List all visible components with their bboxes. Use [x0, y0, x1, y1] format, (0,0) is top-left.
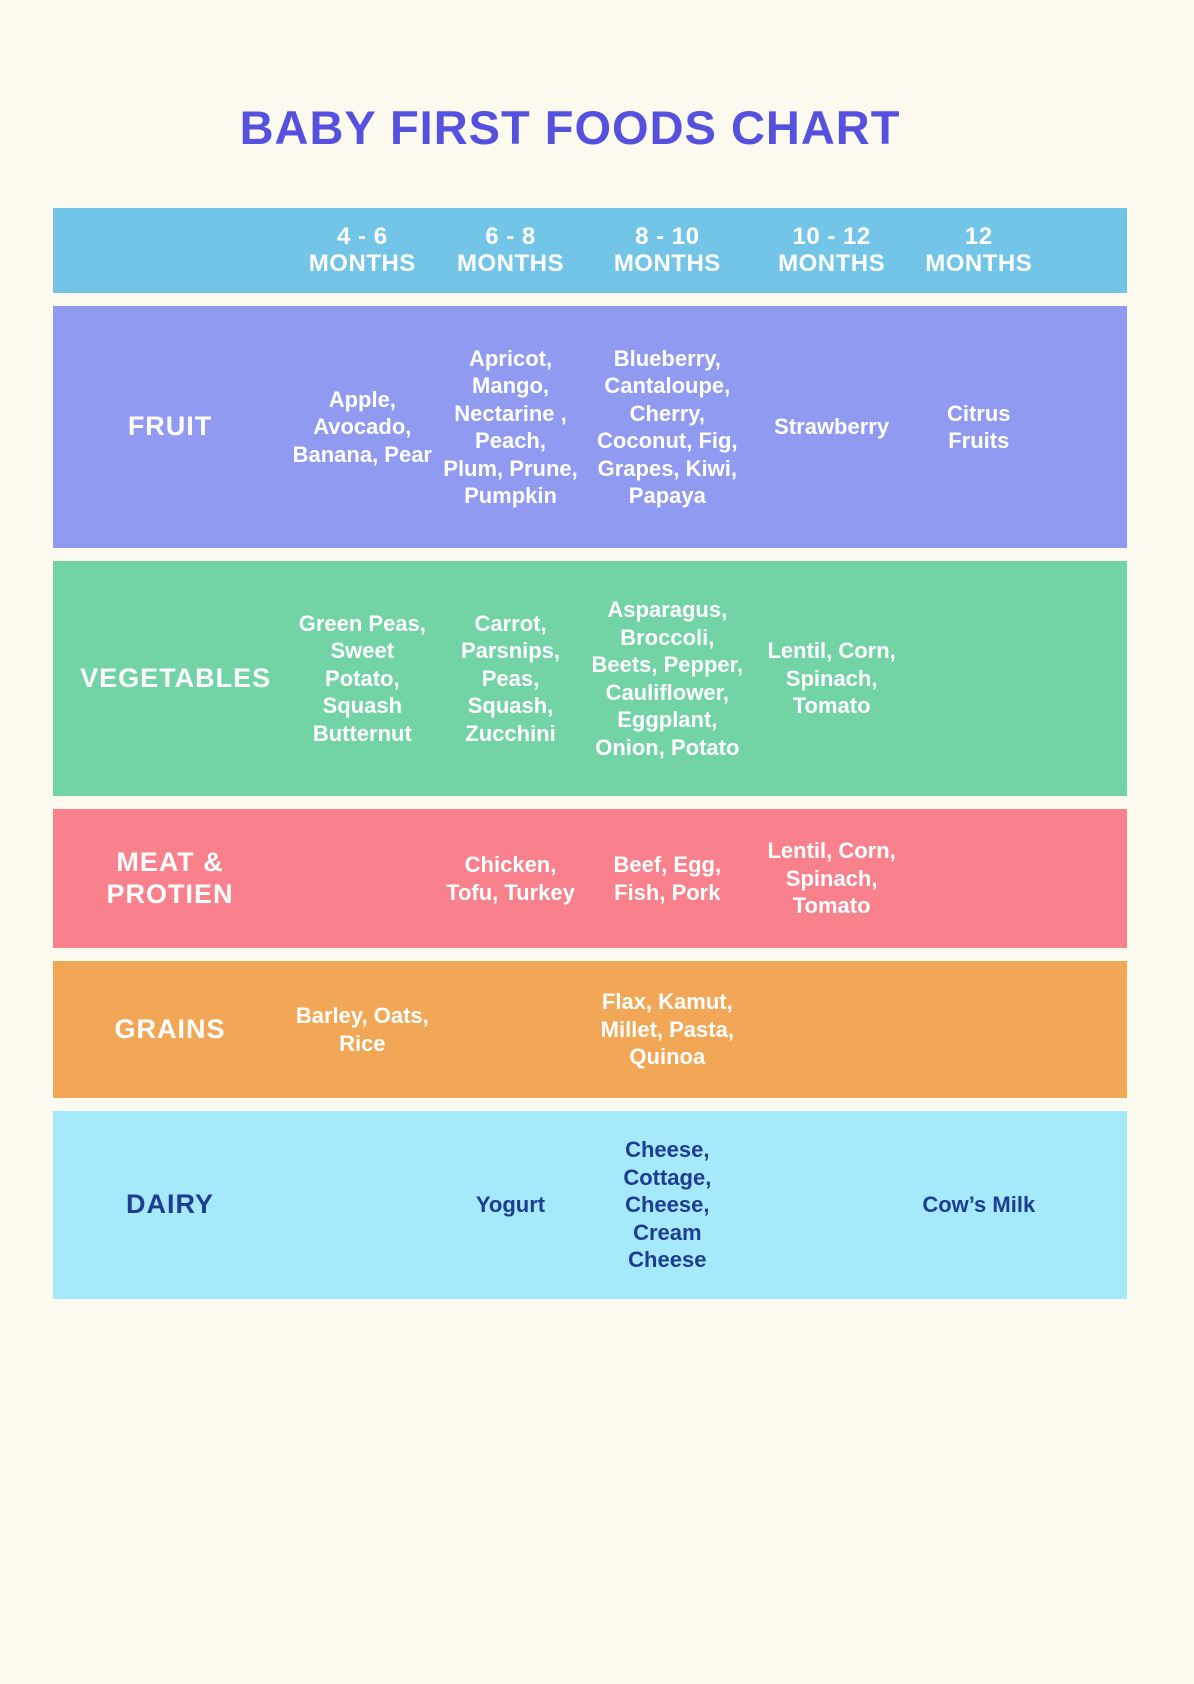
- column-range: 10 - 12: [792, 222, 871, 250]
- grains-6-8-cell: [437, 961, 583, 1098]
- vegetables-6-8-cell: Carrot, Parsnips, Peas, Squash, Zucchini: [460, 610, 561, 746]
- fruit-10-12-cell: Strawberry: [774, 414, 890, 440]
- grains-row: GRAINS Barley, Oats, Rice Flax, Kamut, M…: [53, 961, 1127, 1098]
- page-title: BABY FIRST FOODS CHART: [239, 101, 901, 154]
- header-spacer-cell: [53, 208, 287, 293]
- dairy-4-6-cell: [287, 1111, 437, 1299]
- dairy-row-label: DAIRY: [53, 1111, 287, 1299]
- vegetables-10-12-cell: Lentil, Corn, Spinach, Tomato: [767, 638, 896, 719]
- dairy-8-10-cell: Cheese, Cottage, Cheese, Cream Cheese: [623, 1137, 712, 1273]
- months-header-row: 4 - 6 MONTHS 6 - 8 MONTHS 8 - 10 MONTHS …: [53, 208, 1127, 293]
- meat-8-10-cell: Beef, Egg, Fish, Pork: [613, 852, 722, 905]
- column-unit: MONTHS: [457, 249, 565, 277]
- row-right-spacer: [1045, 1111, 1127, 1299]
- vegetables-12-cell: [912, 561, 1045, 796]
- column-unit: MONTHS: [925, 249, 1033, 277]
- row-label-text: GRAINS: [114, 1013, 226, 1044]
- grains-4-6-cell: Barley, Oats, Rice: [295, 1003, 429, 1056]
- column-unit: MONTHS: [613, 249, 721, 277]
- column-header-6-8-months: 6 - 8 MONTHS: [437, 208, 583, 293]
- dairy-6-8-cell: Yogurt: [475, 1192, 546, 1218]
- row-right-spacer: [1045, 561, 1127, 796]
- column-header-12-months: 12 MONTHS: [912, 208, 1045, 293]
- dairy-row: DAIRY Yogurt Cheese, Cottage, Cheese, Cr…: [53, 1111, 1127, 1299]
- row-label-text: VEGETABLES: [80, 662, 272, 693]
- row-right-spacer: [1045, 961, 1127, 1098]
- column-unit: MONTHS: [778, 249, 886, 277]
- row-right-spacer: [1045, 809, 1127, 948]
- meat-12-cell: [912, 809, 1045, 948]
- fruit-4-6-cell: Apple, Avocado, Banana, Pear: [292, 386, 432, 467]
- grains-10-12-cell: [751, 961, 912, 1098]
- column-unit: MONTHS: [308, 249, 416, 277]
- column-range: 4 - 6: [337, 222, 388, 250]
- baby-foods-chart: 4 - 6 MONTHS 6 - 8 MONTHS 8 - 10 MONTHS …: [53, 208, 1127, 1299]
- fruit-12-cell: Citrus Fruits: [946, 400, 1011, 454]
- vegetables-4-6-cell: Green Peas, Sweet Potato, Squash Buttern…: [298, 610, 426, 746]
- row-label-text: FRUIT: [127, 411, 213, 442]
- column-range: 8 - 10: [635, 222, 700, 250]
- column-range: 12: [964, 222, 993, 250]
- column-header-8-10-months: 8 - 10 MONTHS: [584, 208, 752, 293]
- vegetables-row: VEGETABLES Green Peas, Sweet Potato, Squ…: [53, 561, 1127, 796]
- meat-10-12-cell: Lentil, Corn, Spinach, Tomato: [767, 838, 896, 919]
- grains-12-cell: [912, 961, 1045, 1098]
- row-right-spacer: [1045, 306, 1127, 548]
- dairy-12-cell: Cow’s Milk: [922, 1192, 1036, 1218]
- dairy-10-12-cell: [751, 1111, 912, 1299]
- grains-8-10-cell: Flax, Kamut, Millet, Pasta, Quinoa: [600, 989, 734, 1070]
- meat-6-8-cell: Chicken, Tofu, Turkey: [446, 852, 575, 905]
- header-right-spacer: [1045, 208, 1127, 293]
- row-label-text: DAIRY: [126, 1189, 215, 1220]
- column-range: 6 - 8: [485, 222, 536, 250]
- fruit-6-8-cell: Apricot, Mango, Nectarine , Peach, Plum,…: [443, 345, 578, 509]
- column-header-4-6-months: 4 - 6 MONTHS: [287, 208, 437, 293]
- row-label-text: MEAT & PROTIEN: [106, 846, 234, 909]
- column-header-10-12-months: 10 - 12 MONTHS: [751, 208, 912, 293]
- grains-row-label: GRAINS: [53, 961, 287, 1098]
- vegetables-8-10-cell: Asparagus, Broccoli, Beets, Pepper, Caul…: [591, 597, 744, 760]
- meat-protein-row: MEAT & PROTIEN Chicken, Tofu, Turkey Bee…: [53, 809, 1127, 948]
- fruit-row: FRUIT Apple, Avocado, Banana, Pear Apric…: [53, 306, 1127, 548]
- fruit-8-10-cell: Blueberry, Cantaloupe, Cherry, Coconut, …: [597, 345, 738, 509]
- vegetables-row-label: VEGETABLES: [53, 561, 287, 796]
- fruit-row-label: FRUIT: [53, 306, 287, 548]
- meat-4-6-cell: [287, 809, 437, 948]
- meat-protein-row-label: MEAT & PROTIEN: [53, 809, 287, 948]
